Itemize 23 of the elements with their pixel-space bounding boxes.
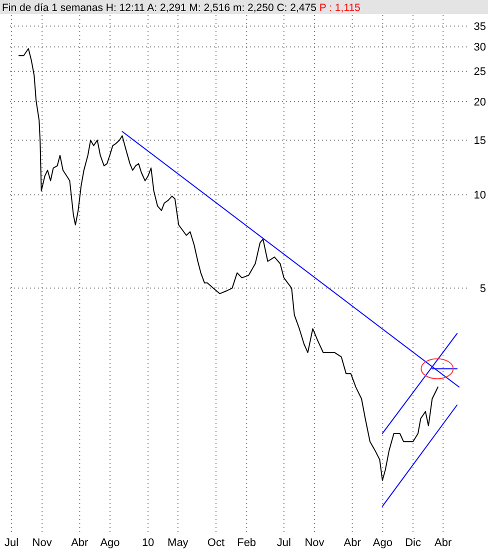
x-tick-label: Dic [405,537,422,549]
y-tick-label: 35 [474,20,486,33]
chart-title: Fin de día 1 semanas H: 12:11 A: 2,291 M: 2,516 m: 2,250 C: 2,475 [2,2,316,14]
x-tick-label: Ago [372,537,392,549]
x-tick-label: Abr [71,537,89,549]
x-tick-label: Jul [4,537,19,549]
x-tick-label: Feb [237,537,256,549]
x-tick-label: Oct [207,537,225,549]
x-tick-label: Abr [344,537,362,549]
x-tick-label: Nov [32,537,52,549]
x-tick-label: 10 [142,537,154,549]
y-tick-label: 10 [474,190,486,202]
y-tick-label: 5 [480,283,486,296]
y-tick-label: 25 [474,66,486,78]
x-tick-label: Ago [100,537,120,549]
x-tick-label: Jul [276,537,291,549]
y-tick-label: 15 [474,135,486,148]
x-tick-label: Abr [434,537,452,549]
y-tick-label: 30 [474,42,486,54]
x-tick-label: Nov [304,537,325,549]
chart-subtitle: P : 1,115 [316,2,361,14]
x-tick-label: May [168,537,189,549]
y-tick-label: 20 [474,96,486,108]
